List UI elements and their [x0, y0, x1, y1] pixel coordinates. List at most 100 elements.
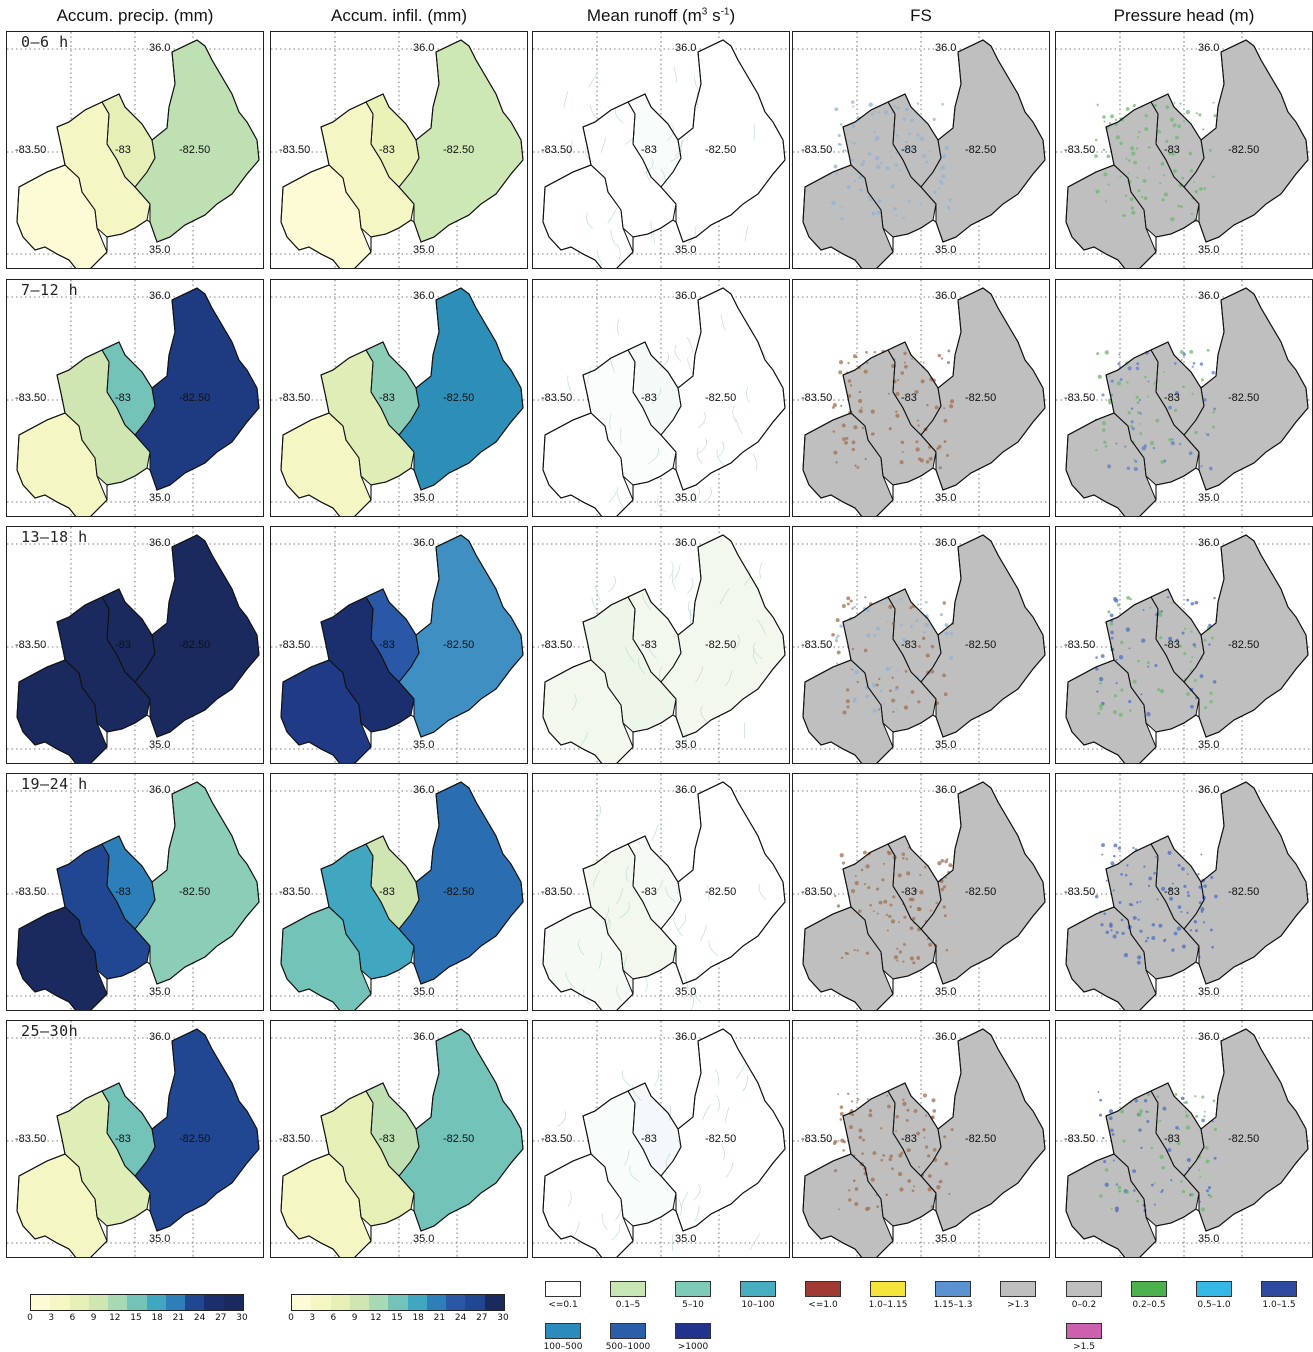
coord-label-lat-bottom: 35.0	[1198, 986, 1219, 998]
speckle	[842, 437, 846, 441]
speckle	[831, 201, 835, 205]
speckle	[1139, 930, 1142, 933]
stream-line	[592, 597, 599, 613]
speckle	[1131, 420, 1134, 423]
speckle	[938, 188, 940, 190]
speckle	[1186, 1125, 1190, 1129]
column-title-infil: Accum. infil. (mm)	[270, 6, 528, 26]
speckle	[1202, 128, 1204, 130]
speckle	[949, 404, 953, 408]
speckle	[900, 624, 903, 627]
colorbar-tick-label: 15	[391, 1313, 402, 1323]
legend-swatch	[610, 1323, 646, 1339]
speckle	[1212, 426, 1215, 429]
basin-east-fill	[1184, 535, 1308, 737]
basin-east-fill	[1184, 782, 1308, 984]
colorbar-tick-label: 3	[309, 1313, 315, 1323]
speckle	[852, 448, 855, 451]
speckle	[880, 690, 882, 692]
speckle	[1177, 124, 1181, 128]
speckle	[944, 692, 948, 696]
speckle	[842, 710, 846, 714]
speckle	[889, 689, 892, 692]
speckle	[885, 1193, 888, 1196]
speckle	[874, 139, 876, 141]
speckle	[831, 633, 835, 637]
speckle	[1113, 843, 1117, 847]
colorbar-tick-label: 18	[151, 1313, 162, 1323]
speckle	[1193, 362, 1196, 365]
speckle	[1099, 677, 1103, 681]
speckle	[1120, 689, 1123, 692]
speckle	[1171, 441, 1175, 445]
speckle	[938, 445, 942, 449]
speckle	[1209, 149, 1212, 152]
speckle	[1153, 872, 1156, 875]
speckle	[1209, 1195, 1212, 1198]
colorbar-tick-label: 27	[215, 1313, 226, 1323]
speckle	[1109, 375, 1111, 377]
speckle	[947, 361, 950, 364]
speckle	[896, 960, 898, 962]
speckle	[1198, 886, 1201, 889]
speckle	[1095, 190, 1099, 194]
speckle	[852, 1113, 855, 1116]
speckle	[1116, 135, 1120, 139]
coord-label-lat-bottom: 35.0	[1198, 1233, 1219, 1245]
speckle	[1211, 637, 1214, 640]
speckle	[1116, 1183, 1118, 1185]
speckle	[875, 136, 879, 140]
coord-label-lon-mid: -83	[115, 1133, 131, 1145]
legend-swatch	[1066, 1281, 1102, 1297]
speckle	[834, 895, 836, 897]
speckle	[1111, 637, 1114, 640]
speckle	[1148, 885, 1150, 887]
colorbar-swatch	[388, 1295, 407, 1310]
speckle	[1116, 682, 1118, 684]
coord-label-lat-top: 36.0	[675, 784, 696, 796]
speckle	[1167, 596, 1169, 598]
speckle	[913, 1185, 915, 1187]
basin-east-fill	[921, 288, 1045, 490]
speckle	[1144, 127, 1148, 131]
speckle	[1193, 643, 1196, 646]
speckle	[903, 117, 907, 121]
coord-label-lat-top: 36.0	[675, 1031, 696, 1043]
speckle	[847, 362, 849, 364]
speckle	[896, 392, 900, 396]
speckle	[876, 165, 880, 169]
speckle	[883, 900, 887, 904]
coord-label-lon-left: -83.50	[541, 144, 572, 156]
colorbar-tick-label: 24	[455, 1313, 466, 1323]
speckle	[942, 674, 946, 678]
legend-swatch	[675, 1281, 711, 1297]
speckle	[1194, 920, 1197, 923]
speckle	[1110, 613, 1114, 617]
speckle	[1110, 114, 1114, 118]
coord-label-lat-top: 36.0	[149, 1031, 170, 1043]
coord-label-lat-top: 36.0	[1198, 784, 1219, 796]
speckle	[927, 1154, 930, 1157]
speckle	[1142, 179, 1146, 183]
coord-label-lat-bottom: 35.0	[149, 739, 170, 751]
speckle	[882, 1154, 885, 1157]
coord-label-lon-mid: -83	[115, 886, 131, 898]
coord-label-lat-bottom: 35.0	[149, 1233, 170, 1245]
speckle	[892, 895, 895, 898]
speckle	[931, 1098, 935, 1102]
speckle	[876, 887, 879, 890]
colorbar-swatch	[427, 1295, 446, 1310]
speckle	[864, 649, 868, 653]
coord-label-lon-right: -82.50	[443, 886, 474, 898]
speckle	[1159, 636, 1162, 639]
stream-line	[608, 576, 615, 592]
speckle	[1111, 379, 1114, 382]
speckle	[850, 140, 852, 142]
speckle	[1101, 843, 1105, 847]
speckle	[1129, 598, 1132, 601]
speckle	[925, 623, 929, 627]
coord-label-lon-mid: -83	[1164, 639, 1180, 651]
speckle	[867, 1207, 870, 1210]
